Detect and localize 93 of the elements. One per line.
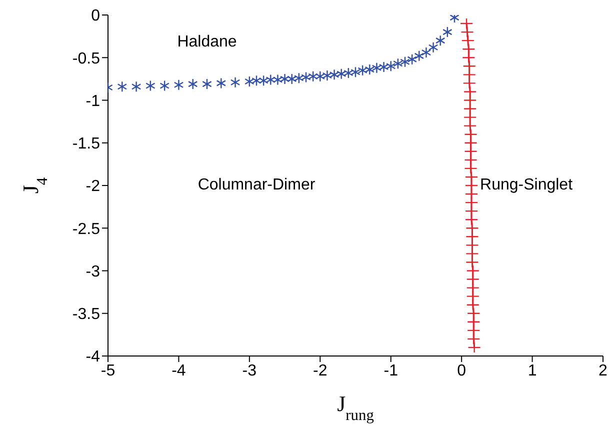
point [466, 256, 479, 268]
point [463, 94, 477, 106]
y-tick-label: -2.5 [72, 220, 100, 238]
point [294, 72, 304, 84]
point [464, 205, 478, 217]
point [393, 58, 403, 70]
point [400, 56, 410, 68]
point [421, 46, 432, 58]
point [266, 74, 276, 86]
point [414, 50, 424, 62]
point [461, 34, 475, 46]
point [407, 54, 417, 65]
point [372, 62, 382, 74]
point [252, 75, 262, 86]
annotation: Columnar-Dimer [198, 176, 316, 194]
point [462, 44, 476, 55]
point [350, 66, 360, 78]
point [464, 214, 478, 226]
point [202, 78, 212, 90]
point [463, 103, 477, 114]
point [272, 74, 283, 86]
x-axis-title: J$_{rung}$ [337, 391, 374, 424]
point [280, 73, 290, 85]
point [462, 52, 476, 64]
point [468, 342, 481, 354]
point [463, 86, 477, 98]
point [462, 78, 476, 89]
y-tick-label: 0 [91, 8, 100, 25]
point [466, 231, 479, 242]
point [466, 274, 480, 285]
point [466, 282, 480, 294]
point [230, 76, 240, 88]
point [358, 64, 368, 76]
x-tick-label: 2 [598, 362, 608, 380]
point [244, 76, 254, 88]
y-tick-label: -1.5 [72, 136, 100, 153]
y-tick-label: -1 [86, 92, 100, 110]
point [160, 80, 170, 92]
point [301, 72, 311, 83]
x-tick-label: -3 [242, 362, 257, 380]
point [466, 333, 480, 345]
point [117, 81, 128, 92]
point [258, 75, 268, 86]
point [386, 60, 396, 72]
point [435, 34, 446, 46]
point [188, 78, 198, 90]
point [286, 73, 297, 85]
x-tick-label: -2 [313, 362, 328, 380]
y-tick-label: -3.5 [72, 306, 100, 324]
x-tick-label: -4 [172, 362, 186, 380]
point [466, 299, 480, 310]
annotation: Rung-Singlet [480, 176, 574, 194]
y-tick-label: -3 [86, 263, 100, 280]
point [315, 70, 326, 82]
point [464, 188, 478, 200]
point [466, 240, 479, 251]
x-tick-label: 1 [528, 362, 537, 380]
point [466, 290, 480, 302]
point [462, 60, 476, 72]
point [460, 26, 474, 38]
point [329, 69, 340, 80]
point [466, 324, 480, 336]
point [131, 81, 142, 92]
point [308, 70, 318, 82]
point [463, 112, 477, 123]
y-tick-label: -0.5 [72, 50, 100, 68]
point [464, 180, 478, 192]
y-tick-label: -4 [86, 348, 100, 366]
point [466, 265, 480, 276]
point [463, 120, 477, 132]
point [174, 79, 184, 91]
x-tick-label: -5 [100, 362, 116, 380]
point [462, 69, 476, 80]
point [466, 308, 480, 319]
annotation: Haldane [177, 34, 237, 51]
y-tick-label: -2 [86, 178, 100, 196]
point [464, 196, 478, 208]
point [336, 68, 346, 80]
x-tick-label: -1 [384, 362, 398, 380]
point [466, 248, 479, 260]
point [466, 222, 479, 234]
point [466, 316, 480, 328]
point [460, 18, 474, 30]
x-tick-label: 0 [457, 362, 466, 380]
point [322, 70, 332, 82]
point [378, 61, 389, 73]
point [146, 80, 156, 92]
point [216, 78, 226, 89]
point [428, 42, 438, 53]
point [364, 64, 375, 76]
point [442, 26, 452, 38]
point [464, 171, 478, 183]
point [344, 67, 354, 79]
